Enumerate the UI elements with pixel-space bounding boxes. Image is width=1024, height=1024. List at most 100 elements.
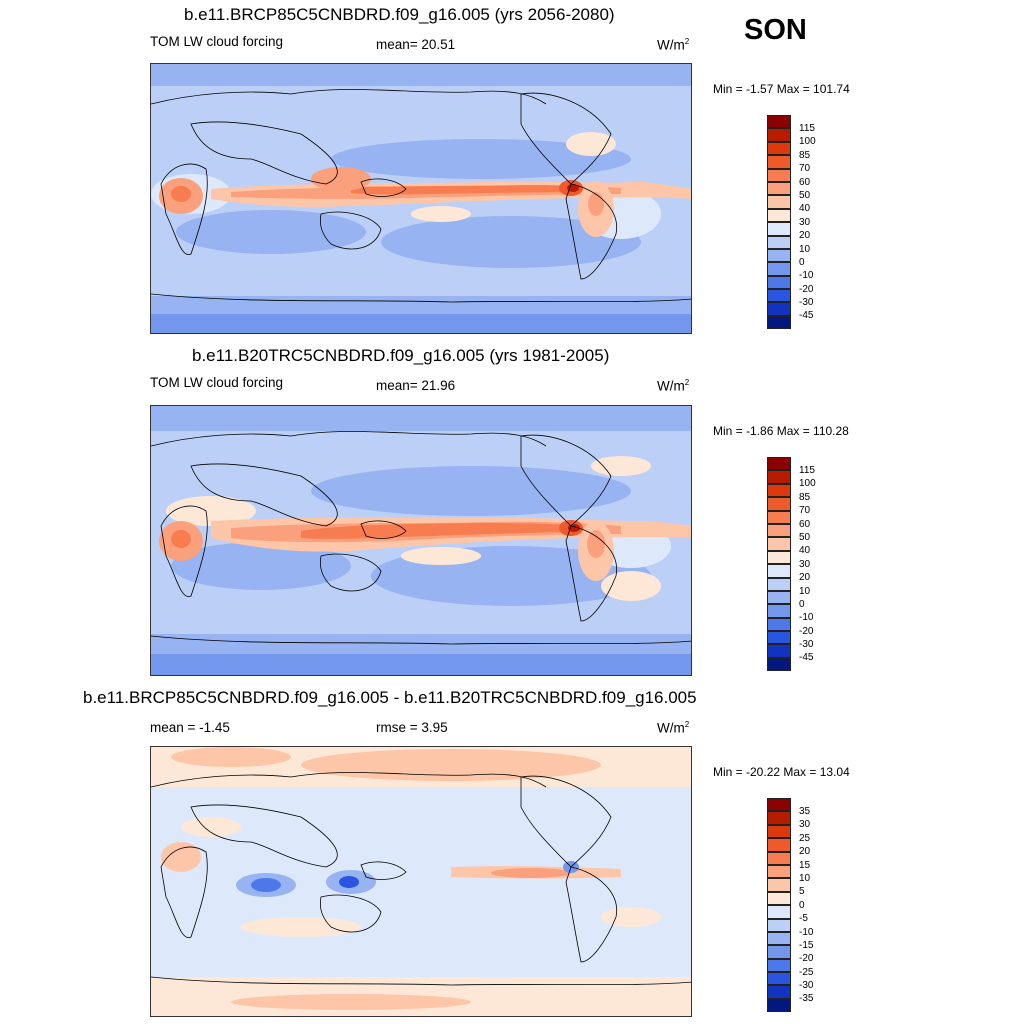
colorbar-tick-label: 30 [799,558,811,570]
colorbar-tick-label: 50 [799,531,811,543]
panel-1-colorbar-swatch [767,262,791,276]
panel-2-map [150,405,692,676]
panel-3-colorbar-labels: 35 30 25 20 15 10 5 0 -5 -10 -15 -20 -25… [799,806,813,1007]
panel-3-rmse-label: rmse = 3.95 [376,720,448,735]
panel-2-colorbar-swatch [767,470,791,484]
panel-1-colorbar-swatch [767,181,791,196]
panel-3-title: b.e11.BRCP85C5CNBDRD.f09_g16.005 - b.e11… [83,688,697,707]
colorbar-tick-label: -20 [799,953,814,965]
colorbar-tick-label: -30 [799,639,814,651]
panel-2-colorbar-swatch [767,510,791,524]
panel-2-colorbar-swatch [767,497,791,511]
colorbar-tick-label: 10 [799,243,811,255]
colorbar-tick-label: 20 [799,572,811,584]
panel-2-colorbar-swatch [767,523,791,538]
colorbar-tick-label: 85 [799,491,811,503]
panel-3-colorbar-swatch [767,864,791,879]
panel-1-variable-label: TOM LW cloud forcing [150,34,284,49]
colorbar-tick-label: 70 [799,505,811,517]
panel-1-title: b.e11.BRCP85C5CNBDRD.f09_g16.005 (yrs 20… [184,5,615,24]
panel-2-colorbar-labels: 115 100 85 70 60 50 40 30 20 10 0 -10 -2… [799,465,816,666]
colorbar-tick-label: 10 [799,585,811,597]
colorbar-tick-label: -10 [799,612,814,624]
colorbar-tick-label: 30 [799,819,811,831]
panel-2-variable-label: TOM LW cloud forcing [150,375,284,390]
colorbar-tick-label: 115 [799,465,815,476]
panel-1-colorbar-swatch [767,141,791,156]
colorbar-tick-label: 0 [799,256,805,268]
panel-3-colorbar-swatch [767,945,791,959]
colorbar-tick-label: 70 [799,163,811,175]
colorbar-tick-label: 50 [799,189,811,201]
panel-1-mean-label: mean= 20.51 [376,37,456,52]
panel-1-colorbar-swatch [767,155,791,169]
panel-2-colorbar [767,457,791,672]
colorbar-tick-label: 115 [799,123,815,134]
panel-1-colorbar-swatch [767,275,791,290]
panel-3-units: W/m2 [657,720,690,736]
panel-2-mean-label: mean= 21.96 [376,378,456,393]
panel-1-colorbar-labels: 115 100 85 70 60 50 40 30 20 10 0 -10 -2… [799,123,816,324]
colorbar-tick-label: 20 [799,846,811,858]
panel-1-map [150,63,692,334]
colorbar-tick-label: -20 [799,283,814,295]
colorbar-tick-label: -30 [799,297,814,309]
colorbar-tick-label: 40 [799,545,811,557]
panel-2-colorbar-swatch [767,577,791,591]
panel-1-colorbar-swatch [767,302,791,316]
panel-2-colorbar-swatch [767,564,791,578]
season-label: SON [744,14,807,46]
panel-2-colorbar-swatch [767,644,791,658]
panel-3-colorbar-swatch [767,878,791,892]
colorbar-tick-label: 0 [799,598,805,610]
colorbar-tick-label: 10 [799,872,811,884]
colorbar-tick-label: 85 [799,149,811,161]
panel-3-colorbar-swatch [767,918,791,932]
panel-1-units: W/m2 [657,37,690,53]
panel-3-colorbar [767,798,791,1013]
colorbar-tick-label: 30 [799,216,811,228]
colorbar-tick-label: -15 [799,939,814,951]
colorbar-tick-label: 100 [799,478,816,490]
colorbar-tick-label: 35 [799,806,811,817]
panel-2-colorbar-swatch [767,457,791,471]
colorbar-tick-label: 40 [799,203,811,215]
panel-3-colorbar-swatch [767,798,791,812]
panel-3-colorbar-swatch [767,985,791,999]
panel-1-colorbar-swatch [767,168,791,182]
panel-3-minmax: Min = -20.22 Max = 13.04 [713,765,850,779]
panel-3-colorbar-swatch [767,838,791,852]
colorbar-tick-label: -45 [799,310,814,322]
panel-1-colorbar-swatch [767,235,791,249]
panel-3-colorbar-swatch [767,972,791,986]
panel-2-colorbar-swatch [767,483,791,498]
panel-2-colorbar-swatch [767,631,791,645]
colorbar-tick-label: 25 [799,832,811,844]
colorbar-tick-label: 20 [799,230,811,242]
colorbar-tick-label: -35 [799,993,814,1005]
colorbar-tick-label: 5 [799,886,805,898]
panel-1-colorbar-swatch [767,115,791,129]
colorbar-tick-label: -25 [799,966,814,978]
panel-3-colorbar-swatch [767,931,791,946]
panel-1-colorbar-swatch [767,195,791,209]
panel-1-minmax: Min = -1.57 Max = 101.74 [713,82,850,96]
colorbar-tick-label: -10 [799,926,814,938]
panel-2-units: W/m2 [657,378,690,394]
colorbar-tick-label: -5 [799,913,808,925]
colorbar-tick-label: 15 [799,859,811,871]
colorbar-tick-label: 100 [799,136,816,148]
panel-1-colorbar [767,115,791,330]
panel-2-title: b.e11.B20TRC5CNBDRD.f09_g16.005 (yrs 198… [192,346,610,365]
panel-2-colorbar-swatch [767,550,791,565]
colorbar-tick-label: -20 [799,625,814,637]
panel-1-colorbar-swatch [767,208,791,223]
colorbar-tick-label: 0 [799,899,805,911]
panel-3-colorbar-swatch [767,851,791,865]
colorbar-tick-label: -10 [799,270,814,282]
panel-1-colorbar-swatch [767,248,791,263]
panel-3-map [150,746,692,1017]
panel-1-colorbar-swatch [767,315,791,330]
colorbar-tick-label: -30 [799,980,814,992]
panel-3-colorbar-swatch [767,958,791,973]
